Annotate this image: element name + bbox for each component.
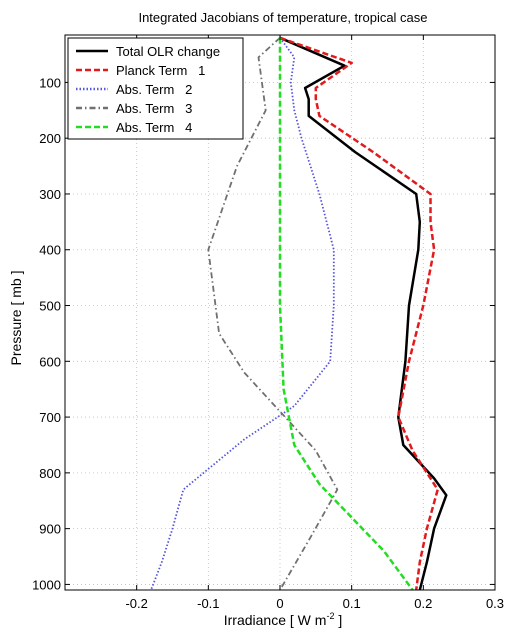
legend: Total OLR change Planck Term 1 Abs. Term 2… [67,37,244,140]
x-tick-label: 0.1 [343,596,361,611]
y-tick-label: 200 [39,131,61,146]
x-tick-label: -0.1 [197,596,219,611]
y-tick-label: 1000 [32,577,61,592]
legend-label-4: Abs. Term 3 [116,101,192,116]
y-tick-label: 400 [39,243,61,258]
series-line-3 [150,37,335,591]
y-tick-label: 500 [39,299,61,314]
x-tick-label: 0.3 [486,596,504,611]
series-lines [150,36,448,591]
x-axis-label-end: ] [334,612,342,628]
x-axis-label-exponent: -2 [326,611,334,621]
y-tick-label: 600 [39,354,61,369]
y-tick-label: 700 [39,410,61,425]
y-tick-label: 300 [39,187,61,202]
legend-label-2: Planck Term 1 [116,63,205,78]
y-tick-label: 100 [39,75,61,90]
x-axis-label: Irradiance [ W m-2 ] [224,611,343,628]
legend-label-1: Total OLR change [116,44,220,59]
x-tick-label: 0.2 [414,596,432,611]
series-line-5 [278,37,414,591]
x-axis-label-main: Irradiance [ W m [224,612,327,628]
legend-label-3: Abs. Term 2 [116,82,192,97]
legend-label-5: Abs. Term 4 [116,120,192,135]
y-axis-label: Pressure [ mb ] [8,271,24,366]
series-line-1 [279,36,448,591]
chart-title: Integrated Jacobians of temperature, tro… [138,10,427,25]
series-line-4 [207,37,339,591]
y-tick-label: 800 [39,466,61,481]
axis-ticks: -0.2 -0.1 0 0.1 0.2 0.3 100 200 300 400 500 600 700 8… [32,35,504,611]
x-tick-label: -0.2 [125,596,147,611]
series-line-2 [279,36,439,591]
y-tick-label: 900 [39,522,61,537]
x-tick-label: 0 [276,596,283,611]
